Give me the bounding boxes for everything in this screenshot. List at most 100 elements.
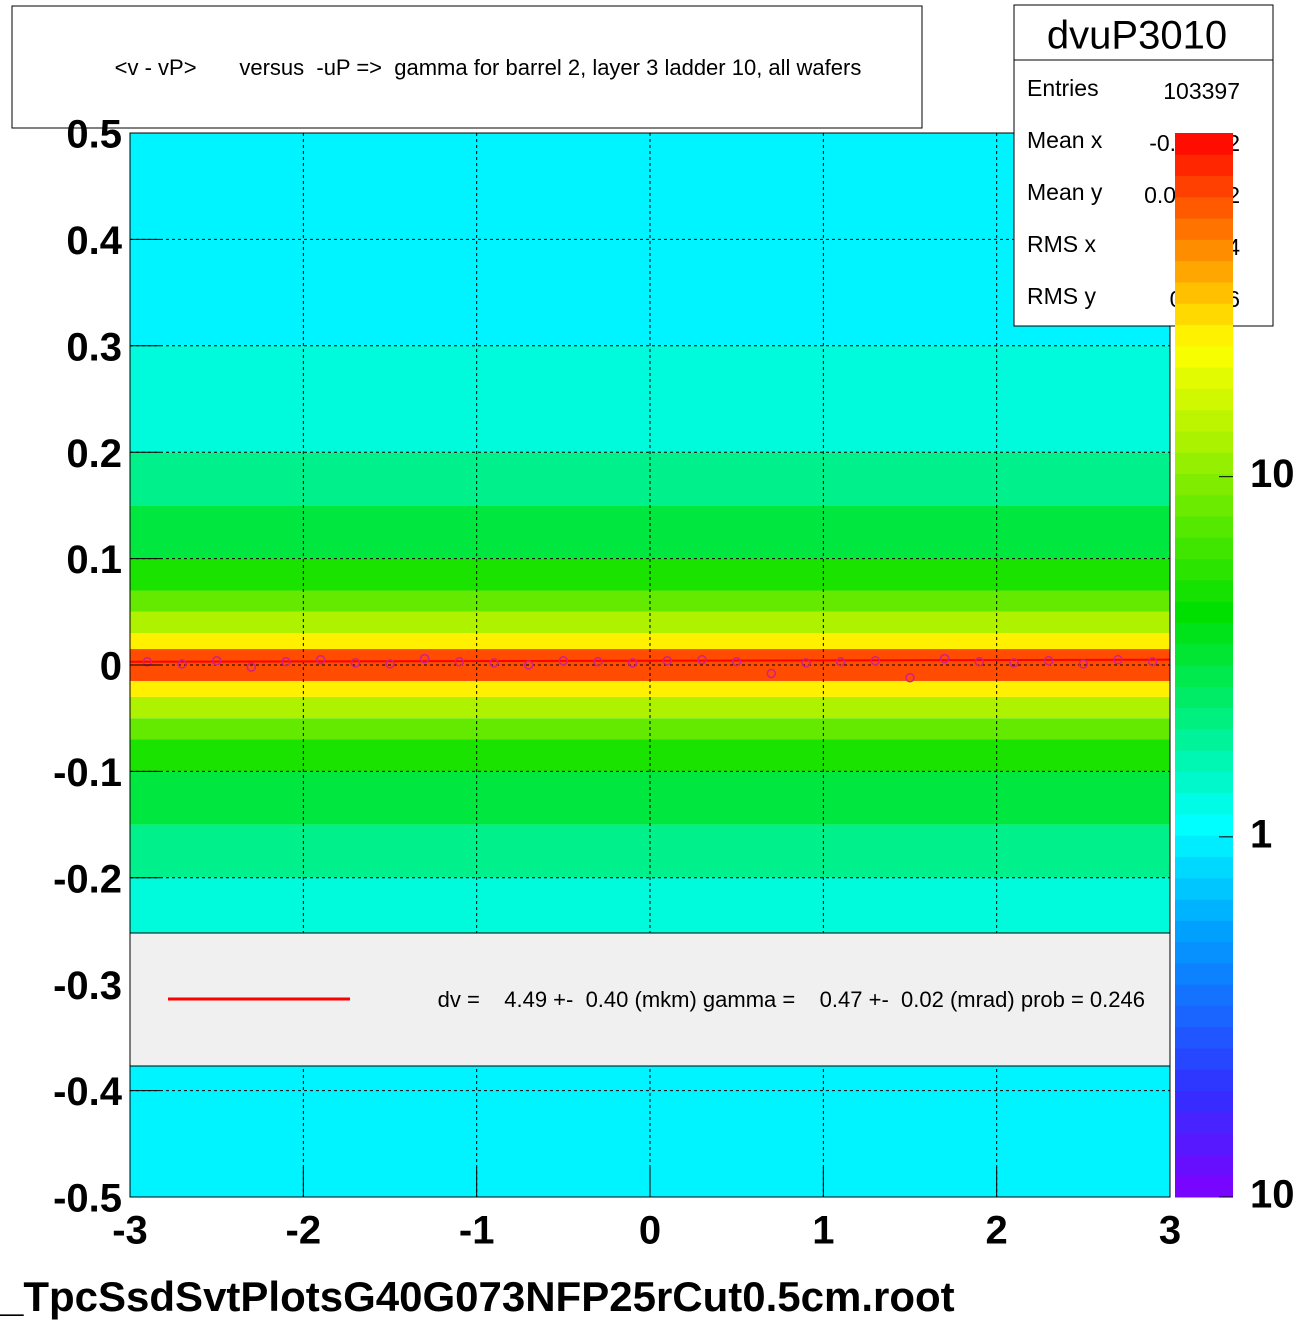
y-tick-label: 0.2	[66, 432, 122, 476]
profile-point	[662, 655, 673, 666]
colorbar-segment	[1175, 1090, 1233, 1113]
y-tick-label: 0.1	[66, 538, 122, 582]
chart-title: <v - vP> versus -uP => gamma for barrel …	[115, 55, 862, 80]
y-tick-label: -0.4	[53, 1070, 123, 1114]
profile-point	[835, 657, 846, 667]
y-tick-label: -0.5	[53, 1177, 122, 1221]
colorbar-segment	[1175, 133, 1233, 155]
profile-point	[1147, 657, 1158, 667]
stats-label: Entries	[1027, 75, 1099, 101]
colorbar-segment	[1175, 409, 1233, 432]
heatmap-band	[130, 452, 1170, 506]
colorbar-segment	[1175, 175, 1233, 198]
colorbar-segment	[1175, 920, 1233, 943]
colorbar-segment	[1175, 1175, 1233, 1198]
profile-point	[419, 653, 430, 664]
colorbar-segment	[1175, 1026, 1233, 1049]
colorbar-segment	[1175, 579, 1233, 602]
heatmap-band	[130, 824, 1170, 878]
stats-label: Mean x	[1027, 127, 1103, 153]
colorbar-segment	[1175, 345, 1233, 368]
title-box	[11, 5, 923, 129]
fit-legend-text: dv = 4.49 +- 0.40 (mkm) gamma = 0.47 +- …	[438, 987, 1145, 1012]
colorbar-segment	[1175, 494, 1233, 517]
colorbar-segment	[1175, 1111, 1233, 1134]
profile-point	[315, 654, 326, 665]
x-tick-label: 1	[812, 1209, 834, 1253]
colorbar-segment	[1175, 1069, 1233, 1092]
x-tick-label: -2	[286, 1209, 322, 1253]
colorbar-segment	[1175, 728, 1233, 751]
profile-point	[939, 653, 950, 664]
colorbar-segment	[1175, 473, 1233, 496]
colorbar-segment	[1175, 558, 1233, 581]
profile-point	[974, 657, 985, 667]
y-tick-label: -0.1	[53, 751, 122, 795]
colorbar-segment	[1175, 239, 1233, 262]
colorbar-segment	[1175, 1048, 1233, 1070]
fit-line	[129, 658, 1171, 663]
z-tick-label: 1	[1250, 812, 1272, 856]
x-tick-label: 2	[986, 1209, 1008, 1253]
profile-point	[593, 657, 603, 667]
y-tick-label: 0.4	[66, 219, 122, 263]
profile-point	[1113, 654, 1123, 665]
profile-point	[1078, 659, 1089, 669]
heatmap-band	[130, 239, 1170, 346]
profile-point	[454, 657, 465, 667]
colorbar-segment	[1175, 622, 1233, 645]
colorbar-segment	[1175, 750, 1233, 772]
colorbar-segment	[1175, 962, 1233, 985]
heatmap-band	[130, 633, 1170, 650]
colorbar-segment	[1175, 196, 1233, 219]
profile-point	[905, 673, 915, 683]
profile-point	[246, 662, 257, 672]
y-tick-label: 0	[100, 645, 122, 689]
colorbar-segment	[1175, 1154, 1233, 1177]
profile-point	[731, 657, 742, 667]
profile-point	[558, 655, 569, 666]
colorbar-segment	[1175, 430, 1233, 453]
profile-point	[177, 659, 187, 669]
z-tick-label: 10	[1250, 452, 1295, 496]
heatmap-band	[130, 680, 1170, 697]
profile-point	[211, 655, 222, 666]
colorbar-segment	[1175, 813, 1233, 836]
colorbar-segment	[1175, 154, 1233, 177]
stats-label: Mean y	[1027, 179, 1103, 205]
colorbar-segment	[1175, 835, 1233, 858]
profile-point	[627, 658, 638, 668]
colorbar-segment	[1175, 537, 1233, 560]
profile-point	[489, 658, 499, 668]
profile-point	[766, 668, 777, 679]
profile-point	[1009, 658, 1019, 668]
colorbar-segment	[1175, 303, 1233, 326]
colorbar-segment	[1175, 877, 1233, 900]
colorbar-segment	[1175, 388, 1233, 411]
profile-point	[801, 658, 811, 668]
colorbar-segment	[1175, 941, 1233, 964]
colorbar-segment	[1175, 771, 1233, 794]
y-tick-label: -0.3	[53, 964, 122, 1008]
colorbar-segment	[1175, 324, 1233, 347]
stats-label: RMS y	[1027, 283, 1097, 309]
colorbar-segment	[1175, 984, 1233, 1006]
heatmap-band	[130, 771, 1170, 825]
y-tick-label: -0.2	[53, 857, 122, 901]
profile-point	[385, 659, 395, 669]
profile-point	[142, 657, 153, 667]
colorbar-segment	[1175, 643, 1233, 666]
colorbar-segment	[1175, 1005, 1233, 1028]
colorbar-segment	[1175, 218, 1233, 240]
heatmap-band	[130, 133, 1170, 240]
colorbar-segment	[1175, 1133, 1233, 1155]
colorbar-segment	[1175, 601, 1233, 623]
colorbar-segment	[1175, 707, 1233, 730]
colorbar-segment	[1175, 367, 1233, 389]
profile-point	[1043, 655, 1054, 666]
heatmap-band	[130, 739, 1170, 772]
z-tick-label: 10	[1250, 1173, 1295, 1217]
colorbar-segment	[1175, 665, 1233, 687]
